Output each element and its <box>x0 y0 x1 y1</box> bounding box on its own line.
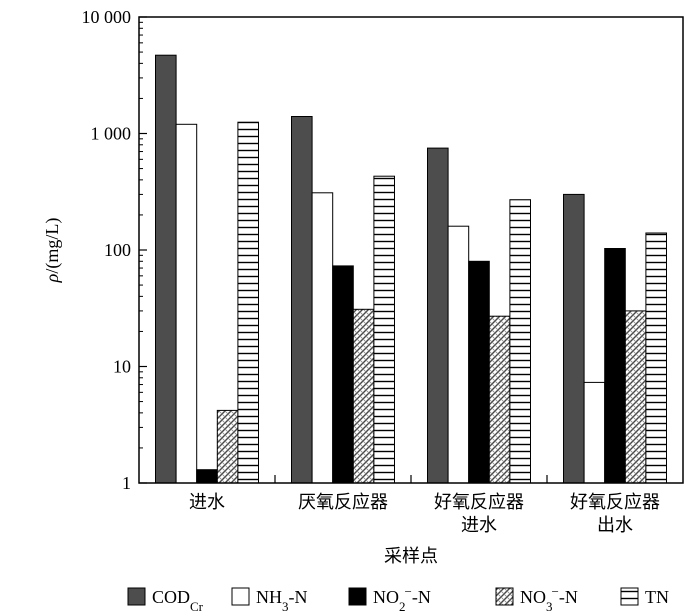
bar-codcr-4 <box>563 193 585 484</box>
legend-swatch <box>127 587 146 606</box>
legend-swatch <box>495 587 514 606</box>
y-tick-label: 1 <box>122 473 131 493</box>
bar-no3n-2 <box>352 308 375 484</box>
bar-no2n-4 <box>604 248 626 484</box>
bar-codcr-1 <box>155 54 177 484</box>
legend-label: NO3−-N <box>520 584 578 614</box>
legend-swatch <box>231 587 250 606</box>
legend-label: TN <box>645 587 669 607</box>
legend-label: CODCr <box>152 587 204 614</box>
bar-nh3n-3 <box>447 225 470 484</box>
y-axis-title: ρ/(mg/L) <box>42 218 63 284</box>
legend-swatch <box>348 587 367 606</box>
category-label: 进水 <box>189 492 225 513</box>
category-label: 进水 <box>461 515 497 536</box>
bar-tn-4 <box>645 232 668 484</box>
y-tick-label: 1 000 <box>91 124 132 144</box>
bar-codcr-3 <box>427 147 449 484</box>
bar-no2n-1 <box>196 469 218 484</box>
plot-frame <box>138 16 684 484</box>
bar-codcr-2 <box>291 116 313 484</box>
legend-label: NO2−-N <box>373 584 431 614</box>
y-tick-label: 10 000 <box>82 7 132 27</box>
bar-no3n-1 <box>216 409 239 484</box>
y-tick-label: 100 <box>104 240 131 260</box>
legend-swatch <box>620 587 639 606</box>
bar-nh3n-2 <box>311 192 334 484</box>
bar-no2n-3 <box>468 260 490 484</box>
bar-nh3n-4 <box>583 381 606 484</box>
category-label: 好氧反应器 <box>570 492 660 513</box>
bar-tn-2 <box>373 175 395 484</box>
category-label: 厌氧反应器 <box>298 492 388 513</box>
bar-tn-3 <box>509 199 531 484</box>
bar-tn-1 <box>237 121 259 484</box>
legend-label: NH3-N <box>256 587 308 614</box>
x-axis-title: 采样点 <box>384 546 438 567</box>
y-tick-label: 10 <box>113 357 131 377</box>
category-label: 出水 <box>597 515 633 536</box>
bar-no2n-2 <box>332 265 354 484</box>
category-label: 好氧反应器 <box>434 492 524 513</box>
bar-no3n-4 <box>624 310 647 484</box>
bar-nh3n-1 <box>175 123 198 484</box>
bar-no3n-3 <box>488 315 511 484</box>
